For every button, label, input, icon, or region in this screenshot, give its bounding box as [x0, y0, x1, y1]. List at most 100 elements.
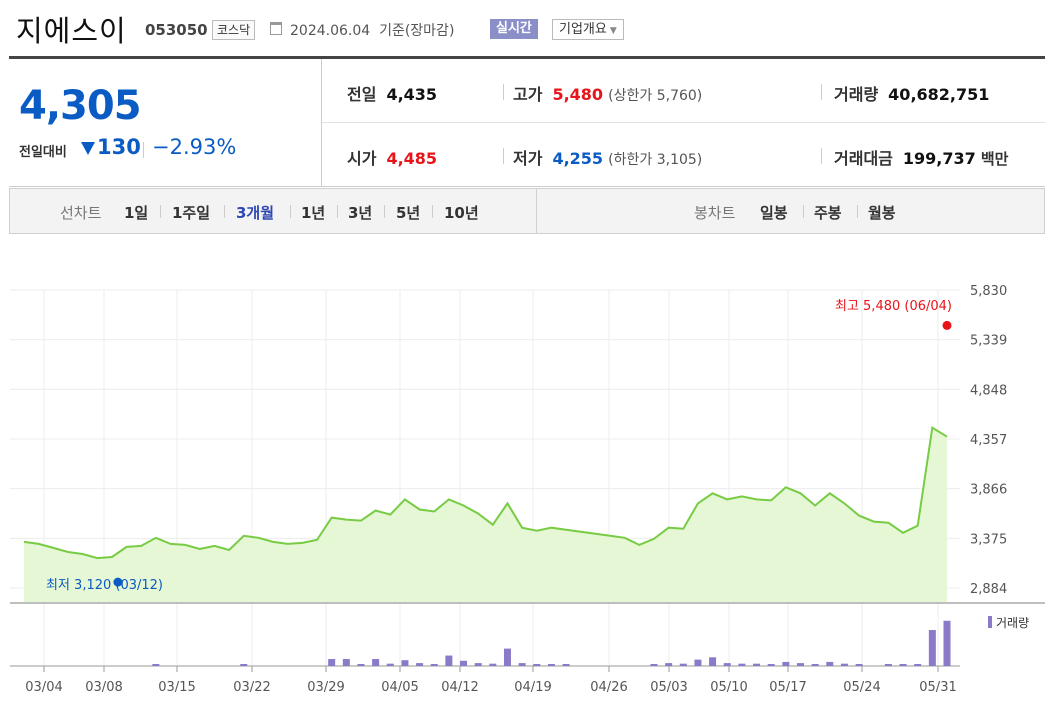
volume-label: 거래량	[834, 85, 879, 104]
date-text: 2024.06.04	[290, 23, 371, 39]
low-label: 저가	[513, 149, 543, 168]
tab-1d[interactable]: 1일	[124, 204, 149, 222]
stock-header: 지에스이 053050 코스닥 2024.06.04 기준(장마감) 실시간 기…	[0, 0, 1045, 56]
divider	[803, 205, 804, 218]
tab-weekly-candle[interactable]: 주봉	[814, 204, 842, 222]
x-tick-label: 04/05	[381, 680, 418, 695]
volume-bar	[796, 663, 804, 666]
low-value: 4,255	[552, 149, 604, 168]
y-tick-label: 4,357	[970, 433, 1007, 448]
chevron-down-icon: ▼	[609, 26, 617, 36]
x-tick-label: 05/17	[769, 680, 806, 695]
x-tick-label: 03/04	[25, 680, 62, 695]
open-value: 4,485	[386, 149, 438, 168]
stock-code: 053050	[145, 21, 208, 39]
trade-value: 199,737	[902, 149, 976, 168]
realtime-button[interactable]: 실시간	[490, 19, 538, 39]
change-label: 전일대비	[19, 145, 67, 160]
tab-3y[interactable]: 3년	[348, 204, 373, 222]
x-tick-label: 04/26	[590, 680, 627, 695]
volume-bar	[547, 664, 555, 666]
divider	[224, 205, 225, 218]
volume-bar	[372, 659, 380, 666]
min-point	[113, 577, 123, 587]
chart-period-tabs: 선차트 1일 1주일 3개월 1년 3년 5년 10년 봉차트 일봉 주봉 월봉	[9, 188, 1045, 234]
upper-limit: (상한가 5,760)	[608, 88, 703, 104]
volume-bar	[709, 657, 717, 666]
volume-bar	[650, 664, 658, 666]
volume-bar	[679, 663, 687, 666]
volume-bar	[782, 661, 790, 666]
calendar-icon	[270, 22, 282, 35]
volume-bar	[738, 663, 746, 666]
min-annotation: 최저 3,120 (03/12)	[46, 578, 163, 593]
tab-1y[interactable]: 1년	[301, 204, 326, 222]
market-badge: 코스닥	[212, 20, 256, 40]
volume-bar	[840, 663, 848, 666]
divider	[821, 148, 822, 164]
trade-value-unit: 백만	[980, 150, 1009, 168]
volume-bar	[884, 664, 892, 666]
quote-date: 2024.06.04 기준(장마감)	[290, 20, 454, 40]
divider	[821, 84, 822, 100]
divider	[322, 122, 1045, 123]
divider	[536, 189, 537, 233]
x-tick-label: 05/24	[843, 680, 880, 695]
current-price: 4,305	[19, 83, 142, 129]
divider	[337, 205, 338, 218]
high-label: 고가	[513, 85, 543, 104]
high-value: 5,480	[552, 85, 604, 104]
prev-close-value: 4,435	[386, 85, 438, 104]
volume-bar	[416, 663, 424, 666]
volume-bar	[767, 664, 775, 666]
x-tick-label: 05/31	[919, 680, 956, 695]
y-tick-label: 5,339	[970, 334, 1007, 349]
tab-3m[interactable]: 3개월	[236, 204, 275, 222]
candle-chart-label: 봉차트	[694, 204, 736, 222]
volume-bar	[665, 663, 673, 666]
price-area	[24, 427, 947, 602]
volume-legend-swatch	[988, 616, 992, 628]
prev-close-cell: 전일 4,435	[347, 81, 437, 105]
volume-bar	[240, 664, 248, 666]
volume-bar	[503, 648, 511, 666]
tab-10y[interactable]: 10년	[444, 204, 479, 222]
company-info-dropdown[interactable]: 기업개요 ▼	[552, 19, 624, 40]
y-tick-label: 3,866	[970, 483, 1007, 498]
change-percent: −2.93%	[152, 135, 237, 159]
tab-monthly-candle[interactable]: 월봉	[868, 204, 896, 222]
volume-bar	[445, 655, 453, 666]
divider	[143, 142, 144, 158]
volume-bar	[562, 664, 570, 666]
y-tick-label: 4,848	[970, 383, 1007, 398]
x-tick-label: 03/15	[158, 680, 195, 695]
trade-value-label: 거래대금	[834, 149, 893, 168]
volume-bar	[460, 660, 468, 666]
y-tick-label: 3,375	[970, 532, 1007, 547]
divider	[503, 84, 504, 100]
volume-bar	[723, 663, 731, 666]
x-tick-label: 04/19	[514, 680, 551, 695]
volume-bar	[342, 659, 350, 666]
tab-1w[interactable]: 1주일	[172, 204, 211, 222]
tab-5y[interactable]: 5년	[396, 204, 421, 222]
prev-close-label: 전일	[347, 85, 377, 104]
x-tick-label: 05/03	[650, 680, 687, 695]
trade-value-cell: 거래대금 199,737 백만	[834, 145, 1008, 169]
tab-daily-candle[interactable]: 일봉	[760, 204, 788, 222]
price-line	[23, 425, 948, 560]
company-info-label: 기업개요	[559, 22, 607, 37]
open-cell: 시가 4,485	[347, 145, 437, 169]
x-tick-label: 03/29	[307, 680, 344, 695]
volume-bar	[401, 660, 409, 666]
volume-bar	[518, 663, 526, 666]
volume-bar	[430, 664, 438, 666]
volume-bar	[855, 664, 863, 666]
price-summary: 4,305 전일대비 130 −2.93% 전일 4,435 고가 5,480 (상…	[9, 59, 1045, 187]
stock-name: 지에스이	[16, 14, 127, 48]
divider	[384, 205, 385, 218]
divider	[290, 205, 291, 218]
x-tick-label: 03/22	[233, 680, 270, 695]
header-divider	[9, 56, 1045, 59]
open-label: 시가	[347, 149, 377, 168]
